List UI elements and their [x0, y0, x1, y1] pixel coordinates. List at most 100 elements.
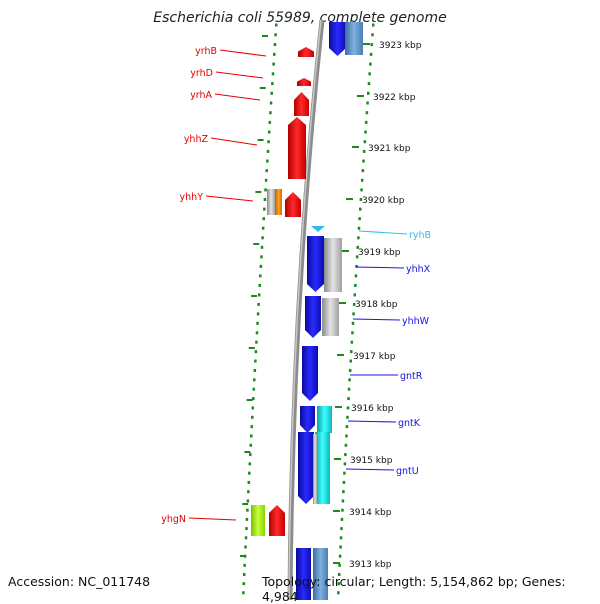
- gene-gntR-shape: [302, 346, 318, 401]
- scale-dot: [337, 573, 341, 577]
- scale-dot: [247, 480, 251, 484]
- scale-dot: [262, 217, 265, 221]
- scale-dot: [345, 425, 349, 429]
- scale-dot: [260, 255, 263, 259]
- gene-leader-line: [210, 137, 258, 146]
- scale-dot: [245, 527, 248, 531]
- scale-dot: [265, 169, 268, 173]
- gene-leader-line: [347, 420, 397, 423]
- scale-tick-label: 3918 kbp: [355, 300, 398, 310]
- scale-dot: [264, 178, 268, 182]
- scale-tick-label: 3919 kbp: [358, 248, 401, 258]
- scale-dot: [275, 23, 278, 27]
- right-scale-track: [337, 23, 375, 595]
- scale-dot: [254, 350, 258, 354]
- gene-label-yhgN: yhgN: [161, 514, 186, 525]
- scale-tick-label: 3916 kbp: [351, 404, 394, 414]
- scale-dot: [269, 111, 272, 115]
- scale-tick-label: 3913 kbp: [349, 560, 392, 570]
- genome-backbone: [287, 19, 325, 600]
- scale-dot: [342, 480, 346, 484]
- scale-dot: [264, 188, 267, 192]
- scale-dot: [248, 471, 251, 475]
- genome-title: Escherichia coli 55989, complete genome: [153, 10, 447, 26]
- scale-dot: [356, 245, 360, 249]
- gene-label-yrhD: yrhD: [190, 68, 213, 79]
- gene-top-blue-shape: [329, 22, 346, 56]
- gene-yhhW-shape: [305, 296, 321, 338]
- gene-leader-line: [188, 517, 237, 521]
- gene-label-ryhB: ryhB: [409, 230, 431, 241]
- gene-label-yhhW: yhhW: [402, 316, 430, 327]
- gene-yrhA-shape: [294, 92, 309, 116]
- scale-dot: [256, 312, 260, 316]
- gene-yrhD-shape: [297, 78, 311, 86]
- gene-yhhZ-shape: [288, 117, 306, 179]
- scale-dot: [249, 443, 253, 447]
- gene-ryhB-shape: [311, 226, 325, 232]
- scale-dot: [344, 453, 347, 457]
- scale-tick-label: 3921 kbp: [368, 144, 411, 154]
- scale-dot: [338, 563, 341, 567]
- scale-dot: [350, 340, 354, 344]
- scale-dot: [271, 82, 274, 86]
- scale-dot: [252, 397, 255, 401]
- gene-label-gntR: gntR: [400, 371, 423, 382]
- scale-dot: [344, 443, 348, 447]
- scale-dot: [267, 140, 270, 144]
- gene-yhhX-shape: [307, 236, 324, 292]
- scale-dot: [259, 274, 262, 278]
- gene-leader-line: [214, 93, 261, 101]
- scale-dot: [341, 508, 344, 512]
- gene-gntK-shape: [300, 406, 315, 433]
- feature-steel-top: [345, 22, 363, 55]
- scale-dot: [362, 149, 366, 153]
- scale-dot: [367, 91, 370, 95]
- gene-yrhB-shape: [298, 47, 314, 57]
- scale-dot: [250, 425, 254, 429]
- scale-dot: [251, 415, 254, 419]
- scale-dot: [343, 462, 347, 466]
- scale-dot: [340, 527, 343, 531]
- scale-dot: [274, 33, 277, 37]
- scale-dot: [360, 188, 363, 192]
- scale-dot: [340, 517, 344, 521]
- scale-dot: [337, 591, 340, 595]
- scale-dot: [249, 453, 252, 457]
- scale-dot: [365, 111, 369, 115]
- scale-dot: [369, 52, 373, 56]
- scale-dot: [360, 178, 364, 182]
- scale-dot: [338, 554, 342, 558]
- scale-dot: [345, 434, 348, 438]
- gene-label-yrhB: yrhB: [195, 46, 217, 57]
- scale-dot: [246, 508, 249, 512]
- scale-tick-label: 3917 kbp: [353, 352, 396, 362]
- scale-dot: [248, 462, 252, 466]
- scale-dot: [353, 293, 356, 297]
- left-scale-track: [242, 23, 278, 595]
- scale-dot: [347, 397, 350, 401]
- feature-gray-strip: [313, 434, 317, 504]
- scale-dot: [271, 72, 275, 76]
- scale-dot: [253, 378, 256, 382]
- scale-dot: [357, 236, 360, 240]
- scale-dot: [257, 302, 260, 306]
- scale-dot: [367, 82, 371, 86]
- scale-dot: [251, 406, 255, 410]
- scale-dot: [364, 130, 367, 134]
- scale-dot: [362, 159, 365, 163]
- scale-dot: [342, 490, 345, 494]
- scale-dot: [254, 359, 257, 363]
- scale-dot: [242, 582, 246, 586]
- scale-dot: [273, 43, 277, 47]
- scale-dot: [364, 120, 368, 124]
- scale-dot: [269, 101, 273, 105]
- scale-dot: [242, 591, 245, 595]
- genome-backbone-highlight: [288, 19, 322, 600]
- scale-dot: [270, 91, 273, 95]
- scale-dot: [242, 573, 246, 577]
- scale-dot: [368, 72, 371, 76]
- gene-leader-line: [205, 195, 254, 202]
- scale-dot: [268, 120, 272, 124]
- gene-label-gntK: gntK: [398, 418, 421, 429]
